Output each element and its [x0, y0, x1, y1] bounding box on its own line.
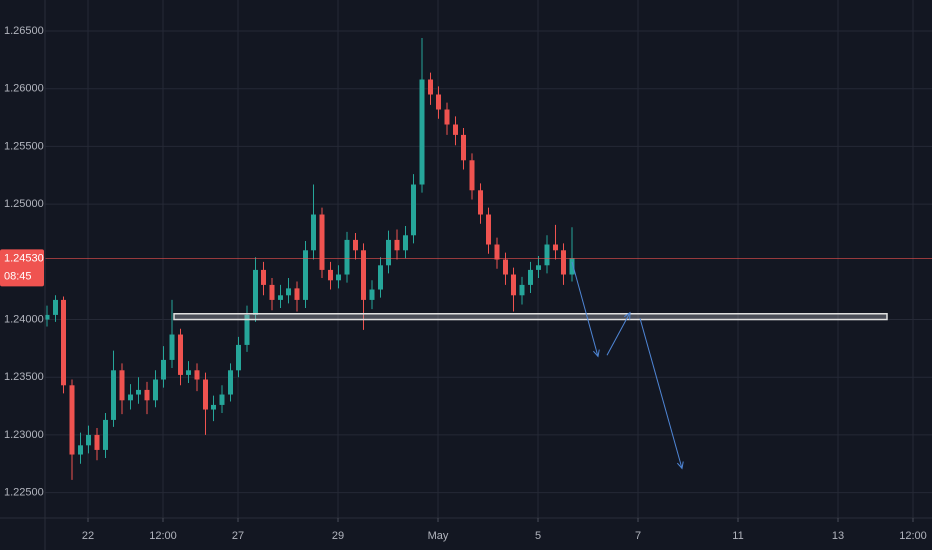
candle-body: [61, 299, 66, 386]
candle-body: [119, 370, 125, 401]
candle-body: [403, 235, 408, 251]
y-tick-label: 1.23000: [4, 429, 44, 441]
candle-body: [303, 250, 308, 300]
candle-body: [269, 284, 275, 300]
candle-body: [203, 379, 208, 410]
candle-body: [419, 79, 425, 185]
y-tick-label: 1.22500: [4, 487, 44, 499]
x-tick-label: 27: [232, 530, 244, 542]
candle-body: [528, 269, 533, 285]
candle-body: [128, 394, 133, 401]
candle-body: [544, 244, 550, 266]
x-tick-label: 13: [832, 530, 844, 542]
y-tick-label: 1.26500: [4, 25, 44, 37]
candle-body: [561, 250, 566, 275]
candle-body: [369, 289, 375, 300]
candle-body: [94, 434, 100, 450]
arrow-line: [571, 261, 599, 357]
candle-body: [328, 269, 333, 281]
candle-body: [161, 359, 166, 380]
candle-body: [144, 389, 150, 401]
candle-body: [469, 160, 475, 191]
candle-body: [311, 214, 316, 251]
candle-body: [78, 445, 83, 455]
candle-body: [394, 239, 400, 251]
candle-body: [111, 370, 116, 420]
arrow-head: [676, 461, 684, 470]
y-tick-label: 1.24000: [4, 313, 44, 325]
x-tick-label: 7: [635, 530, 641, 542]
candle-body: [344, 239, 350, 275]
arrow-head: [624, 311, 631, 320]
candle-body: [244, 314, 250, 345]
candle-body: [219, 394, 225, 405]
y-tick-label: 1.25000: [4, 198, 44, 210]
x-tick-label: 11: [732, 530, 743, 542]
x-tick-label: 29: [332, 530, 344, 542]
candle-body: [428, 79, 433, 95]
y-tick-label: 1.25500: [4, 140, 44, 152]
candle-body: [53, 299, 58, 315]
candle-body: [461, 134, 466, 161]
candle-body: [478, 190, 483, 215]
candle-body: [444, 109, 450, 125]
x-tick-label: 12:00: [149, 530, 177, 542]
candle-body: [411, 184, 416, 236]
candle-body: [44, 314, 50, 320]
candle-body: [353, 239, 358, 251]
candle-body: [178, 334, 183, 375]
x-tick-label: May: [428, 530, 449, 542]
candle-body: [194, 370, 200, 380]
candle-body: [494, 244, 500, 260]
candle-body: [153, 379, 158, 401]
candle-body: [278, 295, 283, 300]
candle-body: [486, 214, 491, 245]
candle-body: [186, 370, 191, 375]
candle-body: [553, 244, 558, 251]
candle-body: [386, 239, 391, 266]
candle-body: [569, 258, 575, 275]
candle-body: [294, 288, 300, 300]
countdown-label: 08:45: [4, 270, 32, 282]
candle-body: [136, 389, 141, 395]
candle-body: [536, 265, 541, 270]
time-scale: [0, 518, 932, 550]
candle-body: [236, 344, 241, 371]
x-tick-label: 5: [535, 530, 541, 542]
candle-body: [286, 288, 291, 296]
candle-body: [511, 274, 516, 296]
support-zone: [173, 313, 888, 321]
arrow-line: [606, 312, 631, 356]
candle-body: [86, 434, 91, 446]
arrow-line: [639, 318, 683, 469]
candle-body: [436, 94, 441, 110]
candle-body: [503, 259, 508, 275]
candle-body: [519, 284, 525, 296]
y-tick-label: 1.23500: [4, 371, 44, 383]
x-tick-label: 22: [82, 530, 94, 542]
candle-body: [378, 265, 383, 290]
candle-body: [103, 419, 108, 450]
candle-body: [261, 269, 266, 285]
y-tick-label: 1.26000: [4, 83, 44, 95]
last-price-label: 1.24530: [4, 252, 44, 264]
candle-body: [253, 269, 258, 315]
last-price-tag: [0, 249, 44, 287]
candle-body: [169, 334, 175, 360]
candle-body: [319, 214, 325, 270]
candle-body: [336, 274, 341, 281]
arrow-head: [593, 349, 600, 358]
candle-body: [361, 250, 366, 300]
candle-body: [211, 404, 216, 410]
candle-body: [453, 124, 458, 135]
candle-body: [69, 385, 75, 455]
candle-body: [228, 370, 233, 395]
x-tick-label: 12:00: [899, 530, 927, 542]
